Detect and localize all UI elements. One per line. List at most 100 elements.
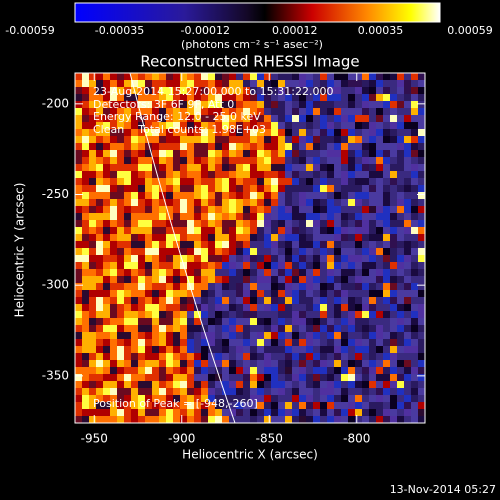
image-pixel: [243, 388, 251, 396]
image-pixel: [376, 374, 384, 382]
image-pixel: [327, 416, 335, 423]
image-pixel: [82, 346, 90, 354]
solar-limb: [129, 73, 236, 423]
image-pixel: [292, 150, 300, 158]
image-pixel: [411, 143, 419, 151]
image-pixel: [194, 150, 202, 158]
image-pixel: [376, 339, 384, 347]
image-pixel: [411, 311, 419, 319]
image-pixel: [313, 248, 321, 256]
image-pixel: [390, 269, 398, 277]
image-pixel: [271, 199, 279, 207]
image-pixel: [404, 178, 412, 186]
image-pixel: [131, 276, 139, 284]
image-pixel: [334, 122, 342, 130]
image-pixel: [390, 388, 398, 396]
image-pixel: [271, 227, 279, 235]
image-pixel: [194, 353, 202, 361]
image-pixel: [117, 80, 125, 88]
image-pixel: [327, 192, 335, 200]
image-pixel: [96, 185, 104, 193]
image-pixel: [159, 87, 167, 95]
image-pixel: [418, 262, 425, 270]
image-pixel: [299, 213, 307, 221]
image-pixel: [250, 192, 258, 200]
image-pixel: [243, 346, 251, 354]
image-pixel: [208, 227, 216, 235]
image-pixel: [362, 276, 370, 284]
image-pixel: [152, 234, 160, 242]
image-pixel: [82, 353, 90, 361]
image-pixel: [341, 374, 349, 382]
image-pixel: [173, 213, 181, 221]
image-pixel: [341, 276, 349, 284]
image-pixel: [376, 262, 384, 270]
image-pixel: [334, 220, 342, 228]
image-pixel: [418, 318, 425, 326]
image-pixel: [271, 94, 279, 102]
image-pixel: [397, 108, 405, 116]
image-pixel: [131, 234, 139, 242]
image-pixel: [278, 213, 286, 221]
image-pixel: [82, 283, 90, 291]
image-pixel: [397, 353, 405, 361]
image-pixel: [215, 283, 223, 291]
image-pixel: [152, 178, 160, 186]
image-pixel: [341, 157, 349, 165]
image-pixel: [187, 248, 195, 256]
image-pixel: [362, 234, 370, 242]
image-pixel: [369, 255, 377, 263]
image-pixel: [257, 108, 265, 116]
image-pixel: [159, 325, 167, 333]
image-pixel: [376, 80, 384, 88]
image-pixel: [271, 283, 279, 291]
image-pixel: [285, 395, 293, 403]
image-pixel: [159, 136, 167, 144]
image-pixel: [75, 325, 83, 333]
image-pixel: [194, 304, 202, 312]
image-pixel: [320, 360, 328, 368]
image-pixel: [138, 388, 146, 396]
image-pixel: [194, 283, 202, 291]
image-pixel: [229, 220, 237, 228]
image-pixel: [138, 360, 146, 368]
image-pixel: [334, 248, 342, 256]
image-pixel: [180, 269, 188, 277]
image-pixel: [320, 143, 328, 151]
image-pixel: [152, 136, 160, 144]
image-pixel: [271, 395, 279, 403]
image-pixel: [208, 360, 216, 368]
image-pixel: [75, 94, 83, 102]
image-pixel: [236, 353, 244, 361]
image-pixel: [292, 143, 300, 151]
image-pixel: [180, 80, 188, 88]
image-pixel: [145, 402, 153, 410]
image-pixel: [404, 73, 412, 81]
image-pixel: [397, 73, 405, 81]
image-pixel: [355, 171, 363, 179]
image-pixel: [306, 325, 314, 333]
image-pixel: [348, 332, 356, 340]
image-pixel: [376, 206, 384, 214]
image-pixel: [369, 402, 377, 410]
image-pixel: [145, 388, 153, 396]
image-pixel: [285, 374, 293, 382]
image-pixel: [327, 360, 335, 368]
image-pixel: [376, 234, 384, 242]
image-pixel: [103, 192, 111, 200]
image-pixel: [285, 115, 293, 123]
image-pixel: [124, 374, 132, 382]
image-pixel: [278, 416, 286, 423]
image-pixel: [292, 304, 300, 312]
image-pixel: [418, 164, 425, 172]
image-pixel: [89, 206, 97, 214]
image-pixel: [110, 402, 118, 410]
image-pixel: [418, 115, 425, 123]
image: [75, 73, 425, 423]
image-pixel: [292, 297, 300, 305]
image-pixel: [320, 402, 328, 410]
image-pixel: [215, 269, 223, 277]
image-pixel: [418, 416, 425, 423]
image-pixel: [257, 381, 265, 389]
image-pixel: [180, 304, 188, 312]
